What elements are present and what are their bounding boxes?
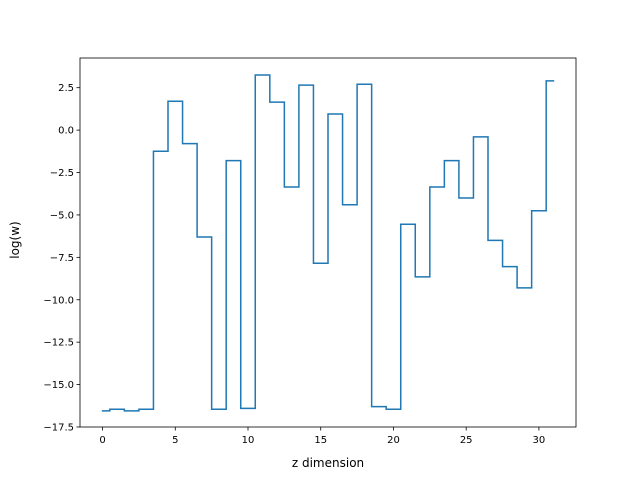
axes-frame bbox=[79, 57, 577, 428]
axes-layer: 0 5 10 15 20 25 30 −17.5 −15.0 −12.5 −10.0 −7.5 −5.0… bbox=[43, 57, 577, 446]
y-tick-label: 2.5 bbox=[58, 83, 74, 94]
y-tick-label: −12.5 bbox=[43, 338, 74, 349]
x-tick-label: 30 bbox=[533, 435, 546, 446]
x-tick-label: 20 bbox=[387, 435, 400, 446]
y-tick-label: 0.0 bbox=[58, 126, 74, 137]
series-line-0 bbox=[101, 74, 555, 412]
x-axis-label: z dimension bbox=[292, 456, 364, 470]
x-tick-label: 15 bbox=[314, 435, 327, 446]
y-tick-label: −17.5 bbox=[43, 423, 74, 434]
y-axis-label: log(w) bbox=[8, 221, 22, 258]
y-tick-label: −2.5 bbox=[50, 168, 74, 179]
y-tick-label: −15.0 bbox=[43, 380, 74, 391]
plot-layer bbox=[101, 74, 555, 412]
y-tick-label: −5.0 bbox=[50, 210, 74, 221]
y-tick-label: −10.0 bbox=[43, 295, 74, 306]
x-tick-label: 5 bbox=[172, 435, 178, 446]
x-tick-label: 10 bbox=[242, 435, 255, 446]
y-tick-label: −7.5 bbox=[50, 253, 74, 264]
x-tick-label: 0 bbox=[99, 435, 105, 446]
x-tick-label: 25 bbox=[460, 435, 473, 446]
